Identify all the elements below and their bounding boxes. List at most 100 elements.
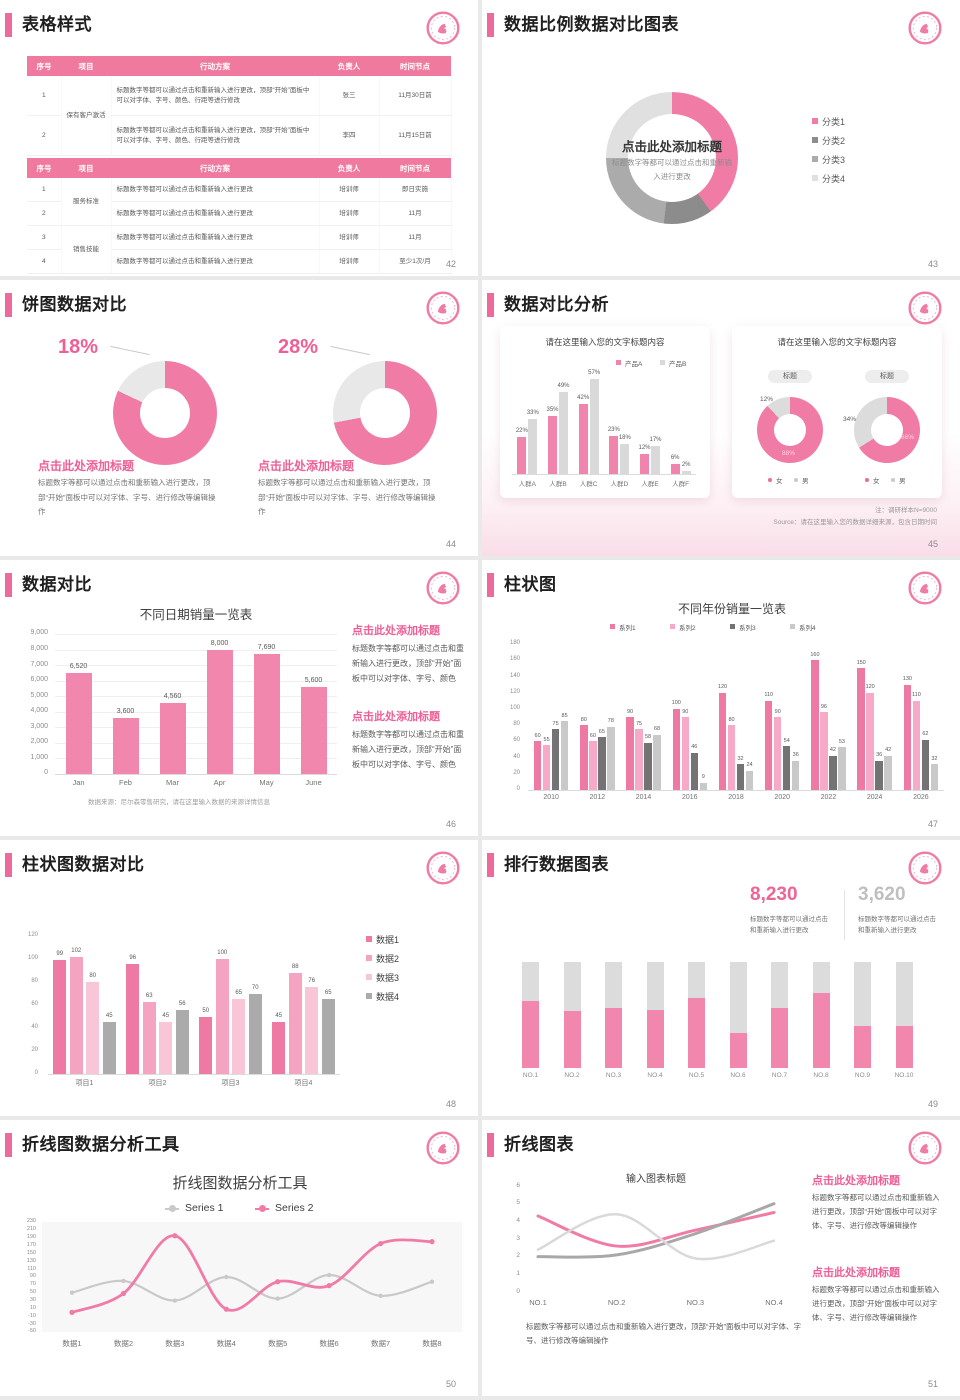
table-cell: 培训师 <box>319 201 380 226</box>
slide-47[interactable]: 不同年份销量一览表 系列1 系列2 系列3 系列4 180 160 140 120 100 80 60… <box>482 560 960 836</box>
bar-value-label: 80 <box>580 716 587 723</box>
chart-title: 请在这里输入您的文字标题内容 <box>545 337 665 347</box>
slide-44[interactable]: 18% 点击此处添加标题 标题数字等都可以通过点击和重新输入进行更改，顶部“开始”面… <box>0 280 478 556</box>
bar-value-label: 110 <box>911 692 921 699</box>
bar-value-label: 32 <box>931 755 938 762</box>
bar <box>248 993 262 1074</box>
logo-badge-icon <box>908 1131 942 1165</box>
y-tick-label: 230 <box>26 1218 36 1225</box>
legend-swatch <box>794 478 798 482</box>
bar-value-label: 90 <box>774 708 781 715</box>
bar-value-label: 96 <box>129 954 137 961</box>
bar <box>681 717 690 790</box>
bar <box>681 470 691 474</box>
y-tick-label: 80 <box>31 978 38 985</box>
legend-label: 分类2 <box>822 135 846 146</box>
block-title: 点击此处添加标题 <box>812 1175 900 1187</box>
page-number: 50 <box>445 1379 456 1389</box>
bar <box>533 741 542 790</box>
slide-50[interactable]: 折线图数据分析工具 Series 1 Series 2 230 210 190 170 150… <box>0 1120 478 1396</box>
stacked-bar-pink <box>895 1025 913 1068</box>
logo-badge-icon <box>426 11 460 45</box>
logo-badge-svg <box>426 11 460 45</box>
chart-card: 请在这里输入您的文字标题内容 标题 12% 88% 女 男 标题 34% 66% 女 男 <box>732 326 942 498</box>
logo-badge-icon <box>426 291 460 325</box>
bar <box>517 437 527 474</box>
slide-42[interactable]: 序号 项目 行动方案 负责人 时间节点 1 保有客户激活 标题数字等都可以通过点击和重新输入进… <box>0 0 478 276</box>
y-tick-label: 40 <box>31 1024 38 1031</box>
bar <box>589 379 599 474</box>
bar-value-label: 17% <box>649 436 662 443</box>
y-tick-label: 6 <box>516 1181 520 1189</box>
bar <box>159 703 186 774</box>
bar-value-label: 63 <box>145 992 153 999</box>
slide-46[interactable]: 不同日期销量一览表 9,000 8,000 7,000 6,000 5,000 4,000 3… <box>0 560 478 836</box>
bar <box>653 734 661 790</box>
y-tick-label: 120 <box>509 688 520 695</box>
bar-value-label: 90 <box>682 708 689 715</box>
slide-48[interactable]: 120 100 80 60 40 20 0 99 96 50 45 102 63 100 88 80 45 65 7… <box>0 840 478 1116</box>
x-category-label: 2012 <box>589 794 606 801</box>
stat-divider <box>844 890 845 940</box>
bar-value-label: 53 <box>838 738 845 745</box>
bar <box>53 960 67 1074</box>
stacked-bar-pink <box>771 1007 788 1068</box>
logo-badge-svg <box>908 291 942 325</box>
y-tick-label: 130 <box>26 1257 36 1264</box>
slide-content: 输入图表标题 6 5 4 3 2 1 0 NO.1 NO.2 NO.3 NO.4 标题数字等都可以通过点… <box>482 1120 960 1396</box>
bar <box>866 692 874 790</box>
bar <box>690 752 699 790</box>
x-category-label: NO.8 <box>813 1072 829 1079</box>
table-cell: 标题数字等都可以通过点击和重新输入进行更改 <box>111 225 320 250</box>
table-cell: 李四 <box>319 115 380 156</box>
bar-value-label: 46 <box>691 744 698 751</box>
bar-value-label: 35% <box>546 406 559 413</box>
slide-title: 折线图表 <box>504 1135 574 1154</box>
legend-label: 女 <box>873 478 880 486</box>
y-tick-label: 20 <box>31 1047 38 1054</box>
bar <box>548 415 557 474</box>
table-cell: 至少1次/月 <box>379 249 452 274</box>
x-category-label: 2014 <box>635 794 652 801</box>
x-category-label: May <box>259 778 274 787</box>
bar-value-label: 130 <box>902 676 912 683</box>
x-category-label: 人群C <box>579 481 598 488</box>
table-cell: 3 <box>27 225 62 250</box>
bar-value-label: 18% <box>618 435 631 441</box>
bar <box>782 746 791 790</box>
bar-value-label: 55 <box>543 736 550 743</box>
slide-49[interactable]: 8,230 标题数字等都可以通过点击和重新输入进行更改 3,620 标题数字等都可以通… <box>482 840 960 1116</box>
x-category-label: Apr <box>213 778 226 787</box>
table-header-cell: 行动方案 <box>111 56 319 76</box>
table-cell: 1 <box>27 178 62 202</box>
y-tick-label: -10 <box>28 1312 36 1319</box>
slide-45[interactable]: 请在这里输入您的文字标题内容 产品A 产品B 22% 35% 42% 23% 12% 6% 33%… <box>482 280 960 556</box>
chart-title: 折线图数据分析工具 <box>172 1175 308 1192</box>
bar-value-label: 50 <box>202 1007 210 1014</box>
slide-title: 柱状图 <box>504 575 557 594</box>
slide-content: 折线图数据分析工具 Series 1 Series 2 230 210 190 170 150… <box>0 1120 478 1396</box>
line-chart <box>536 1202 776 1261</box>
slide-43[interactable]: 点击此处添加标题 标题数字等都可以通过点击和重新输入进行更改 分类1 分类2 分类3 分类… <box>482 0 960 276</box>
y-tick-label: 0 <box>34 1070 38 1077</box>
y-tick-label: 190 <box>26 1234 36 1241</box>
table-cell: 保有客户激活 <box>61 76 112 156</box>
x-category-label: NO.10 <box>894 1072 914 1079</box>
bar <box>644 742 652 790</box>
bar <box>791 760 800 790</box>
table-header-cell: 序号 <box>27 56 61 76</box>
x-category-label: 人群B <box>549 481 567 488</box>
y-tick-label: 150 <box>26 1249 36 1256</box>
page-number: 46 <box>445 819 456 829</box>
donut-hole <box>774 414 806 446</box>
y-tick-label: 160 <box>509 656 520 663</box>
table-cell: 4 <box>27 249 62 274</box>
y-tick-label: 5,000 <box>30 691 48 699</box>
x-category-label: 数据7 <box>370 1339 391 1348</box>
slide-51[interactable]: 输入图表标题 6 5 4 3 2 1 0 NO.1 NO.2 NO.3 NO.4 标题数字等都可以通过点… <box>482 1120 960 1396</box>
footnote: 注：调研样本N=9000 <box>875 507 937 514</box>
stat-caption: 标题数字等都可以通过点击和重新输入进行更改 <box>750 916 828 935</box>
x-category-label: 2016 <box>681 794 698 801</box>
stacked-bar-pink <box>646 1009 664 1068</box>
